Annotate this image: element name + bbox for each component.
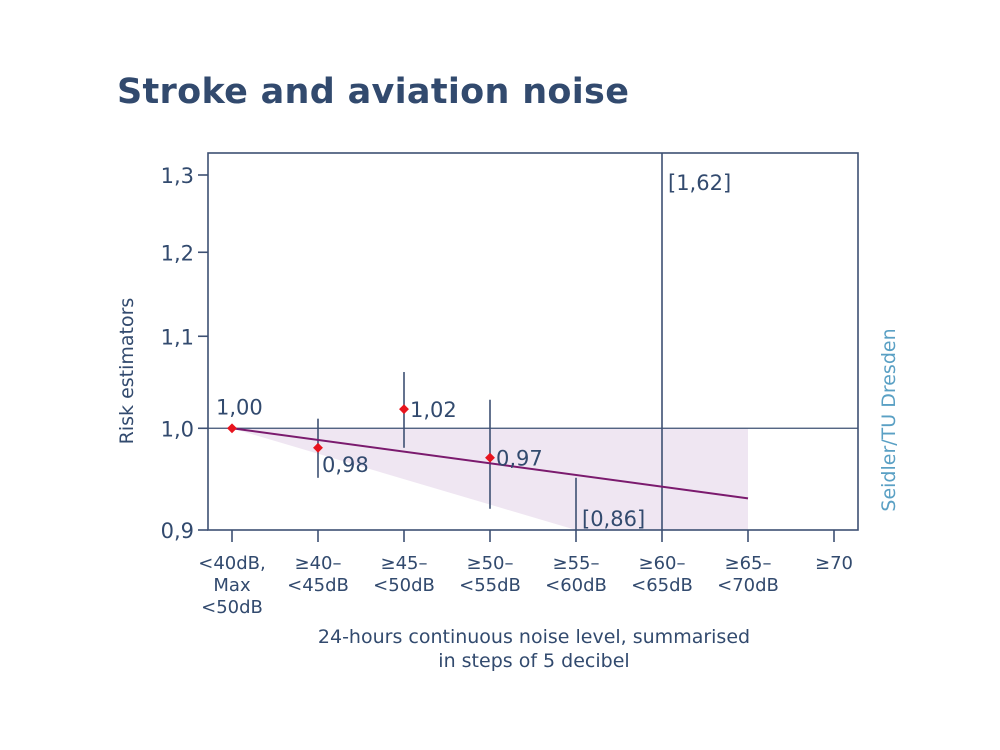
plot-frame <box>207 152 859 531</box>
x-axis-title-line-1: 24-hours continuous noise level, summari… <box>318 626 750 648</box>
x-tick-label: ≥45– <box>381 553 428 574</box>
data-point <box>399 404 409 415</box>
x-tick-label: ≥70 <box>815 553 853 574</box>
x-tick-label: <50dB <box>201 597 263 618</box>
y-tick-label: 1,0 <box>161 417 194 441</box>
error-bar-annotation: [1,62] <box>668 171 731 195</box>
x-tick-label: <60dB <box>545 575 607 596</box>
error-bar-annotation: [0,86] <box>582 507 645 531</box>
x-tick-label: <70dB <box>717 575 779 596</box>
axes <box>198 152 859 542</box>
x-tick-label: <45dB <box>287 575 349 596</box>
y-tick-label: 1,2 <box>161 241 194 265</box>
x-tick-label: ≥60– <box>639 553 686 574</box>
x-tick-label: ≥65– <box>725 553 772 574</box>
x-tick-label: <50dB <box>373 575 435 596</box>
x-tick-label: ≥40– <box>295 553 342 574</box>
data-point <box>227 423 237 434</box>
data-points <box>227 404 495 463</box>
data-label: 1,00 <box>216 395 263 419</box>
x-tick-label: ≥55– <box>553 553 600 574</box>
y-tick-label: 0,9 <box>161 519 194 543</box>
credit-text: Seidler/TU Dresden <box>878 328 900 511</box>
chart-title: Stroke and aviation noise <box>117 72 630 112</box>
data-point <box>485 452 495 463</box>
x-tick-label: <55dB <box>459 575 521 596</box>
x-tick-label: <40dB, <box>198 553 265 574</box>
data-label: 0,98 <box>322 453 369 477</box>
y-axis-title: Risk estimators <box>116 298 138 445</box>
data-point <box>313 442 323 453</box>
x-axis-title-line-2: in steps of 5 decibel <box>438 650 629 672</box>
labels: 0,91,01,11,21,3<40dB,Max<50dB≥40–<45dB≥4… <box>161 164 853 618</box>
x-tick-label: <65dB <box>631 575 693 596</box>
x-tick-label: ≥50– <box>467 553 514 574</box>
data-label: 1,02 <box>410 398 457 422</box>
trend-line-layer <box>231 427 749 500</box>
y-tick-label: 1,3 <box>161 164 194 188</box>
data-label: 0,97 <box>496 447 543 471</box>
y-tick-label: 1,1 <box>161 325 194 349</box>
trend-line <box>231 427 749 500</box>
x-tick-label: Max <box>213 575 251 596</box>
